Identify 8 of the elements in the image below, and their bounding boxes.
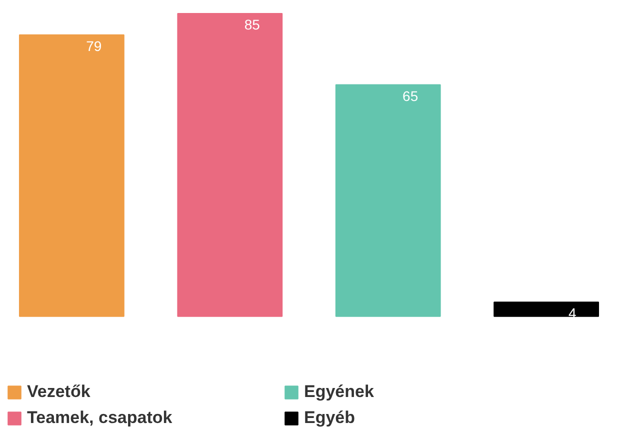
legend-label: Egyéb bbox=[304, 408, 356, 428]
data-label: 65 bbox=[402, 88, 418, 104]
legend-label: Vezetők bbox=[27, 382, 92, 402]
data-label: 4 bbox=[568, 305, 577, 322]
legend-label: Egyének bbox=[304, 382, 375, 402]
data-label: 79 bbox=[86, 38, 102, 54]
legend-label: Teamek, csapatok bbox=[27, 408, 174, 428]
data-label: 85 bbox=[244, 16, 260, 33]
